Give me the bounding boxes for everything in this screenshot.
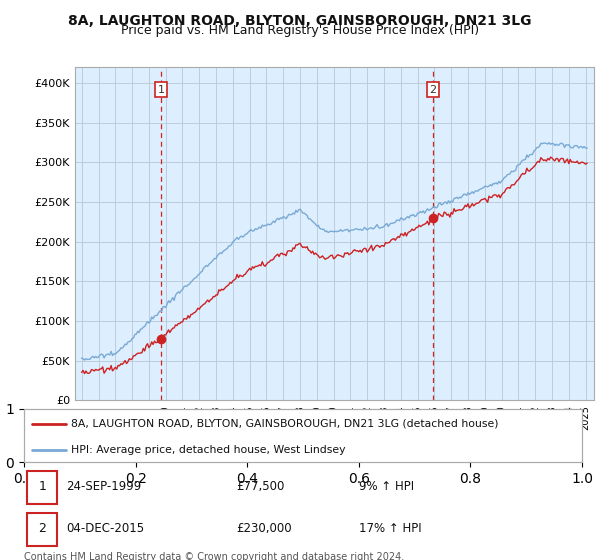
Text: 8A, LAUGHTON ROAD, BLYTON, GAINSBOROUGH, DN21 3LG (detached house): 8A, LAUGHTON ROAD, BLYTON, GAINSBOROUGH,… xyxy=(71,419,499,429)
Text: £230,000: £230,000 xyxy=(236,522,292,535)
FancyBboxPatch shape xyxy=(27,470,58,503)
Text: Contains HM Land Registry data © Crown copyright and database right 2024.: Contains HM Land Registry data © Crown c… xyxy=(24,552,404,560)
FancyBboxPatch shape xyxy=(27,512,58,545)
Text: 24-SEP-1999: 24-SEP-1999 xyxy=(66,480,141,493)
Text: 1: 1 xyxy=(158,85,164,95)
Text: 04-DEC-2015: 04-DEC-2015 xyxy=(66,522,144,535)
Text: 2: 2 xyxy=(38,522,46,535)
Text: 17% ↑ HPI: 17% ↑ HPI xyxy=(359,522,421,535)
Text: 9% ↑ HPI: 9% ↑ HPI xyxy=(359,480,414,493)
Text: £77,500: £77,500 xyxy=(236,480,284,493)
Text: 8A, LAUGHTON ROAD, BLYTON, GAINSBOROUGH, DN21 3LG: 8A, LAUGHTON ROAD, BLYTON, GAINSBOROUGH,… xyxy=(68,14,532,28)
Text: Price paid vs. HM Land Registry's House Price Index (HPI): Price paid vs. HM Land Registry's House … xyxy=(121,24,479,36)
Text: HPI: Average price, detached house, West Lindsey: HPI: Average price, detached house, West… xyxy=(71,445,346,455)
Text: 1: 1 xyxy=(38,480,46,493)
Text: 2: 2 xyxy=(430,85,437,95)
